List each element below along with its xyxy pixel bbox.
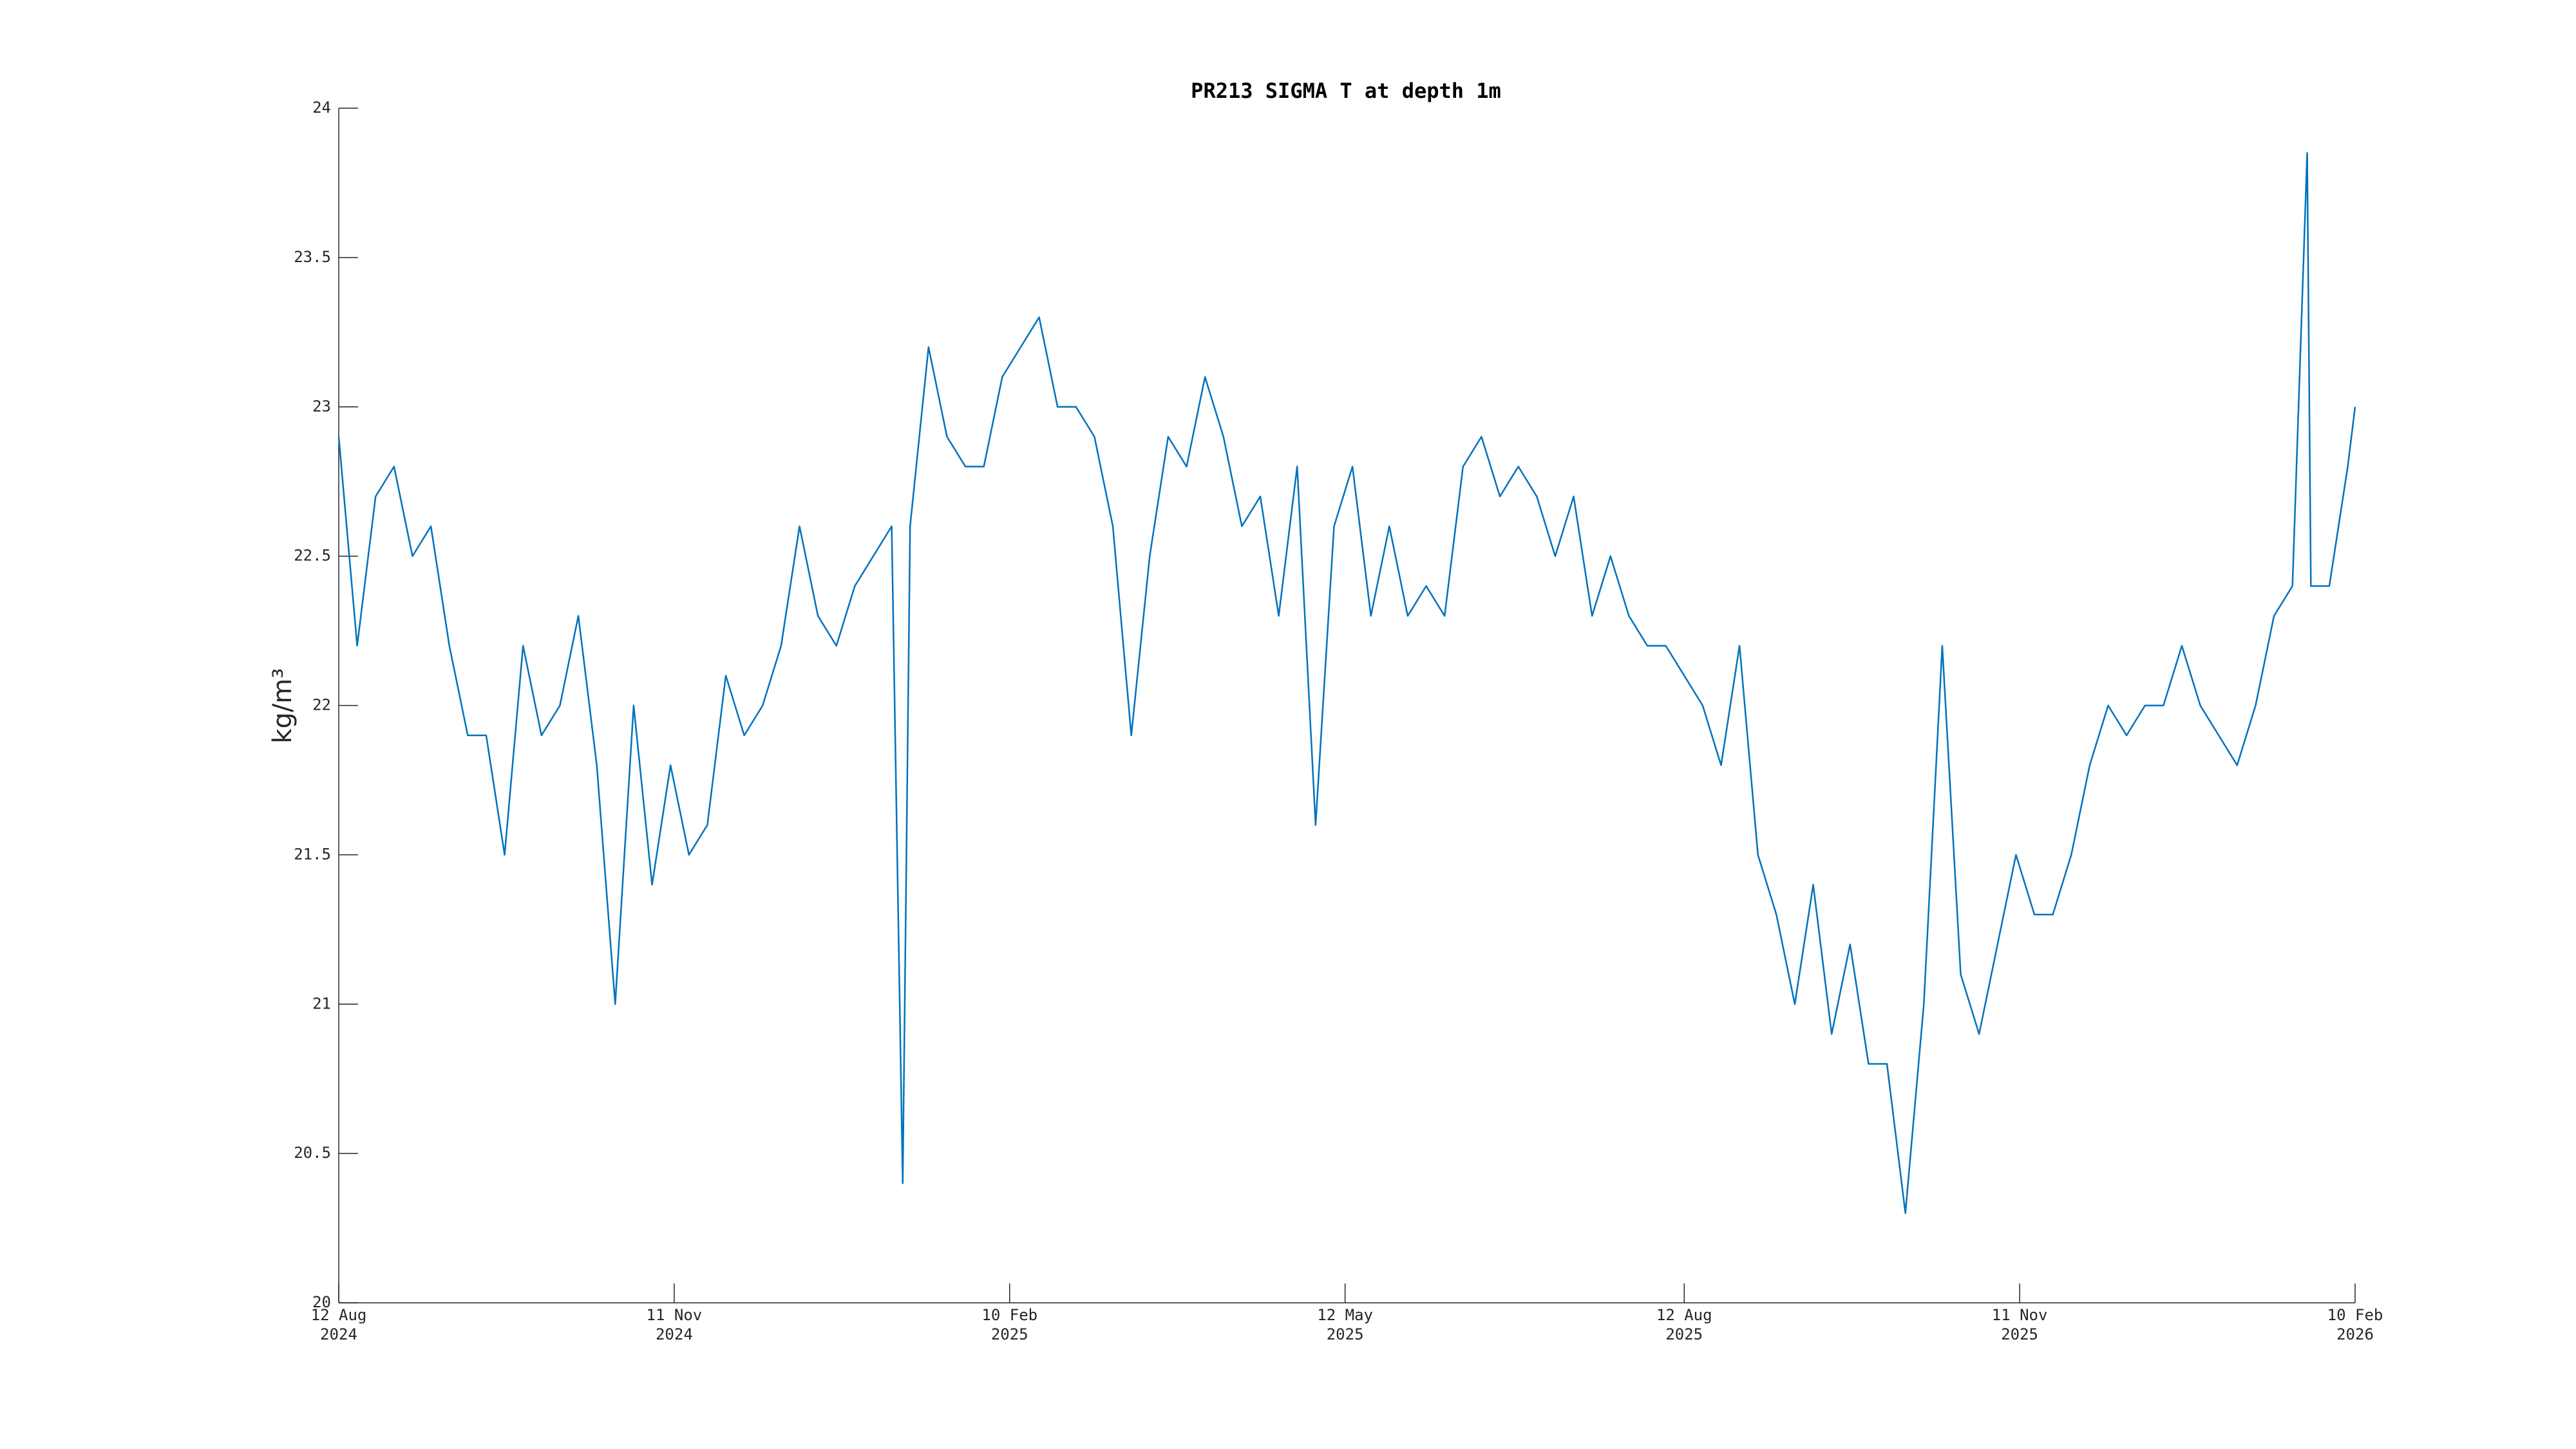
x-tick-label: 12 Aug 2024	[310, 1306, 367, 1343]
x-tick-label: 10 Feb 2025	[981, 1306, 1038, 1343]
y-tick-label: 21.5	[294, 845, 331, 863]
x-tick-label: 11 Nov 2024	[646, 1306, 703, 1343]
y-tick-label: 20.5	[294, 1144, 331, 1162]
y-tick-label: 22	[312, 696, 331, 714]
y-tick-label: 23.5	[294, 248, 331, 266]
x-tick-label: 10 Feb 2026	[2327, 1306, 2383, 1343]
y-tick-label: 23	[312, 397, 331, 415]
x-tick-label: 11 Nov 2025	[1991, 1306, 2048, 1343]
y-tick-label: 24	[312, 99, 331, 117]
chart-title: PR213 SIGMA T at depth 1m	[1191, 79, 1501, 103]
y-tick-label: 22.5	[294, 547, 331, 565]
y-tick-label: 21	[312, 994, 331, 1012]
y-axis-label: kg/m³	[268, 668, 298, 743]
x-tick-label: 12 Aug 2025	[1656, 1306, 1712, 1343]
y-tick-label: 20	[312, 1293, 331, 1311]
x-tick-label: 12 May 2025	[1317, 1306, 1373, 1343]
data-line	[337, 152, 2356, 1215]
